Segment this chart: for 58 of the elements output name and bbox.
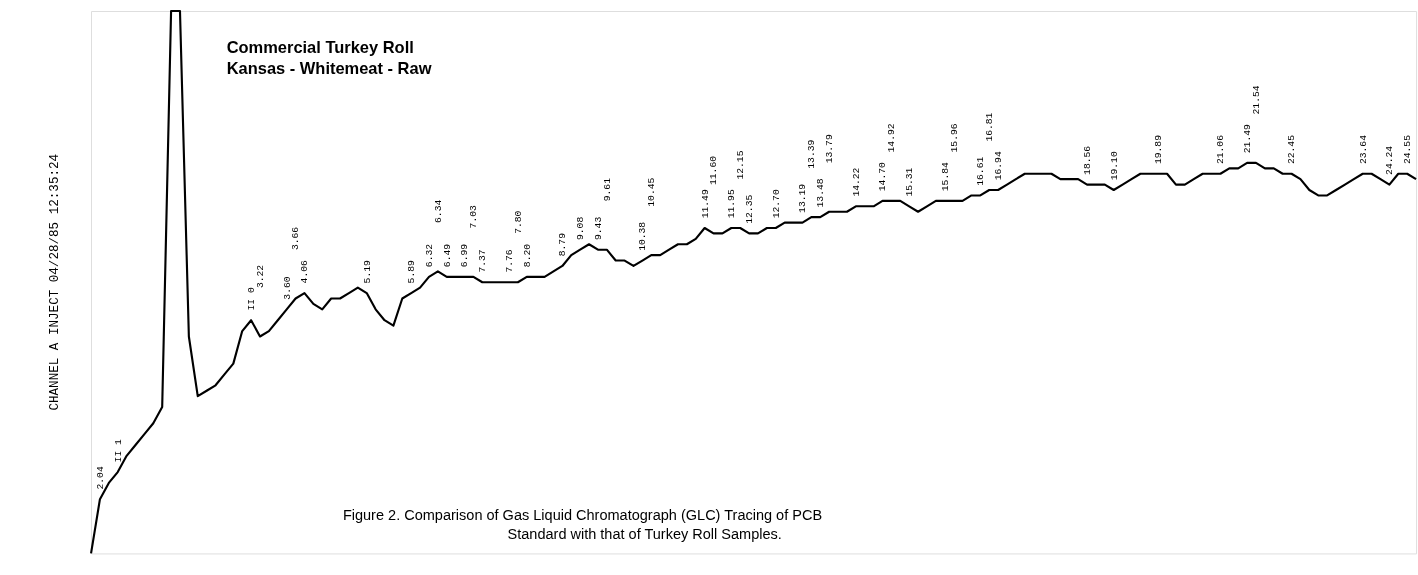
x-tick-label: 14.70 — [877, 161, 889, 192]
x-tick-label: 2.04 — [94, 466, 106, 490]
x-tick-label: 10.38 — [637, 221, 649, 251]
x-tick-label: 21.49 — [1242, 124, 1254, 154]
x-tick-label: 7.37 — [477, 249, 489, 273]
x-tick-label: 11.60 — [708, 155, 720, 185]
x-tick-label: 13.19 — [797, 183, 809, 213]
x-tick-label: II 1 — [112, 438, 124, 463]
x-tick-label: 12.15 — [735, 150, 747, 180]
x-tick-label: 8.79 — [557, 232, 569, 257]
x-tick-label: 21.06 — [1215, 134, 1227, 165]
x-tick-label: 23.64 — [1357, 134, 1369, 165]
x-tick-label: 11.49 — [699, 189, 711, 219]
x-tick-label: 14.92 — [886, 123, 898, 153]
x-tick-label: 14.22 — [850, 167, 862, 197]
x-tick-label: II 0 — [246, 287, 258, 311]
x-tick-label: 7.76 — [503, 249, 515, 273]
text: CHANNEL A INJECT 04/28/85 12:35:24 — [48, 153, 63, 411]
x-tick-label: 12.35 — [744, 194, 756, 224]
x-tick-label: 6.32 — [423, 243, 435, 268]
x-tick-label: 15.84 — [939, 161, 951, 192]
annotation: Figure 2. Comparison of Gas Liquid Chromatograph (GLC) Tracing of PCB — [342, 506, 823, 523]
x-tick-label: 13.79 — [824, 134, 836, 164]
x-tick-label: 10.45 — [646, 177, 658, 207]
x-tick-label: 7.03 — [468, 204, 480, 229]
x-tick-label: 7.80 — [512, 210, 524, 234]
x-tick-label: 15.31 — [904, 167, 916, 197]
x-tick-label: 9.08 — [575, 216, 587, 241]
x-tick-label: 3.22 — [254, 264, 266, 289]
x-tick-label: 16.81 — [984, 112, 996, 142]
x-tick-label: 3.60 — [281, 276, 293, 300]
x-tick-label: 21.54 — [1250, 85, 1262, 115]
x-tick-label: 18.56 — [1081, 145, 1093, 175]
x-tick-label: 8.20 — [521, 243, 533, 268]
x-tick-label: 13.39 — [806, 139, 818, 169]
text: Commercial Turkey Roll — [226, 37, 414, 56]
x-tick-label: 4.06 — [299, 259, 311, 284]
x-tick-label: 19.10 — [1108, 151, 1120, 181]
x-tick-label: 6.99 — [459, 243, 471, 268]
x-tick-label: 19.89 — [1153, 134, 1165, 165]
x-tick-label: 13.48 — [815, 178, 827, 208]
x-tick-label: 9.43 — [592, 216, 604, 241]
x-tick-label: 3.66 — [290, 226, 302, 251]
x-tick-label: 9.61 — [601, 177, 613, 202]
x-tick-label: 22.45 — [1286, 134, 1298, 165]
x-tick-label: 15.96 — [948, 123, 960, 153]
x-tick-label: 12.70 — [770, 189, 782, 219]
x-tick-label: 5.89 — [406, 259, 418, 284]
x-tick-label: 11.95 — [726, 189, 738, 219]
x-tick-label: 5.19 — [361, 259, 373, 284]
x-tick-label: 24.55 — [1402, 134, 1414, 165]
x-tick-label: 6.34 — [432, 199, 444, 223]
x-tick-label: 6.49 — [441, 243, 453, 268]
x-tick-label: 16.61 — [975, 156, 987, 186]
x-tick-label: 16.94 — [993, 151, 1005, 181]
annotation: Standard with that of Turkey Roll Samples. — [507, 525, 782, 542]
x-tick-label: 24.24 — [1384, 145, 1396, 175]
text: Kansas - Whitemeat - Raw — [226, 58, 432, 77]
